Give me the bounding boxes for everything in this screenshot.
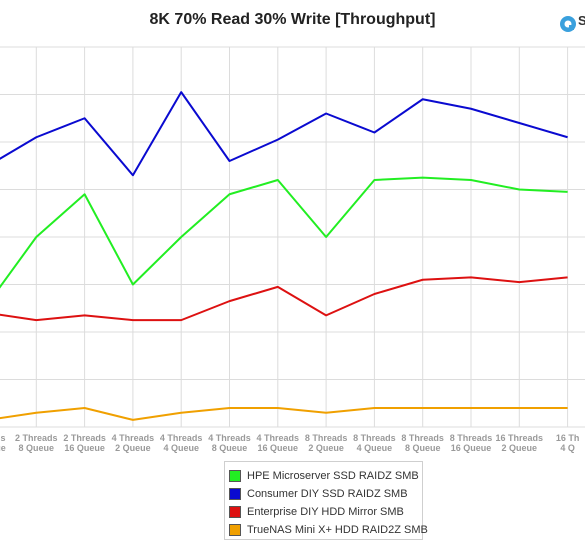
chart-title: 8K 70% Read 30% Write [Throughput] [149,11,436,28]
series-line-2 [0,91,568,177]
legend-swatch [229,524,241,536]
legend-item: Consumer DIY SSD RAIDZ SMB [229,485,422,503]
brand-logo-icon [560,16,576,32]
x-tick-label: 16 Th 4 Q [556,433,580,453]
legend-item: HPE Microserver SSD RAIDZ SMB [229,467,422,485]
x-tick-label: 4 Threads 16 Queue [257,433,300,453]
legend-label: Enterprise DIY HDD Mirror SMB [247,506,404,518]
x-tick-label: 2 Threads 8 Queue [15,433,58,453]
legend-item: TrueNAS Mini X+ HDD RAID2Z SMB [229,521,428,539]
chart-grid [0,46,585,428]
legend-label: HPE Microserver SSD RAIDZ SMB [247,470,419,482]
legend-label: Consumer DIY SSD RAIDZ SMB [247,488,408,500]
chart-series [0,91,568,421]
x-tick-label: 8 Threads 16 Queue [450,433,493,453]
x-tick-label: 8 Threads 2 Queue [305,433,348,453]
legend-swatch [229,470,241,482]
legend-swatch [229,488,241,500]
x-tick-label: 4 Threads 8 Queue [208,433,251,453]
legend-swatch [229,506,241,518]
x-tick-label: 16 Threads 2 Queue [496,433,544,453]
brand-logo-letter: S [578,13,585,28]
series-line-3 [0,276,568,322]
chart-legend: HPE Microserver SSD RAIDZ SMB Consumer DI… [224,461,428,540]
brand-logo: S [556,11,585,35]
x-tick-label: 8 Threads 4 Queue [353,433,396,453]
legend-label: TrueNAS Mini X+ HDD RAID2Z SMB [247,524,428,536]
legend-item: Enterprise DIY HDD Mirror SMB [229,503,422,521]
x-tick-label: 8 Threads 8 Queue [401,433,444,453]
x-tick-label: 4 Threads 2 Queue [112,433,155,453]
x-tick-label: 4 Threads 4 Queue [160,433,203,453]
series-line-1 [0,176,568,289]
x-tick-label: 2 Threads 16 Queue [63,433,106,453]
series-line-4 [0,407,568,421]
